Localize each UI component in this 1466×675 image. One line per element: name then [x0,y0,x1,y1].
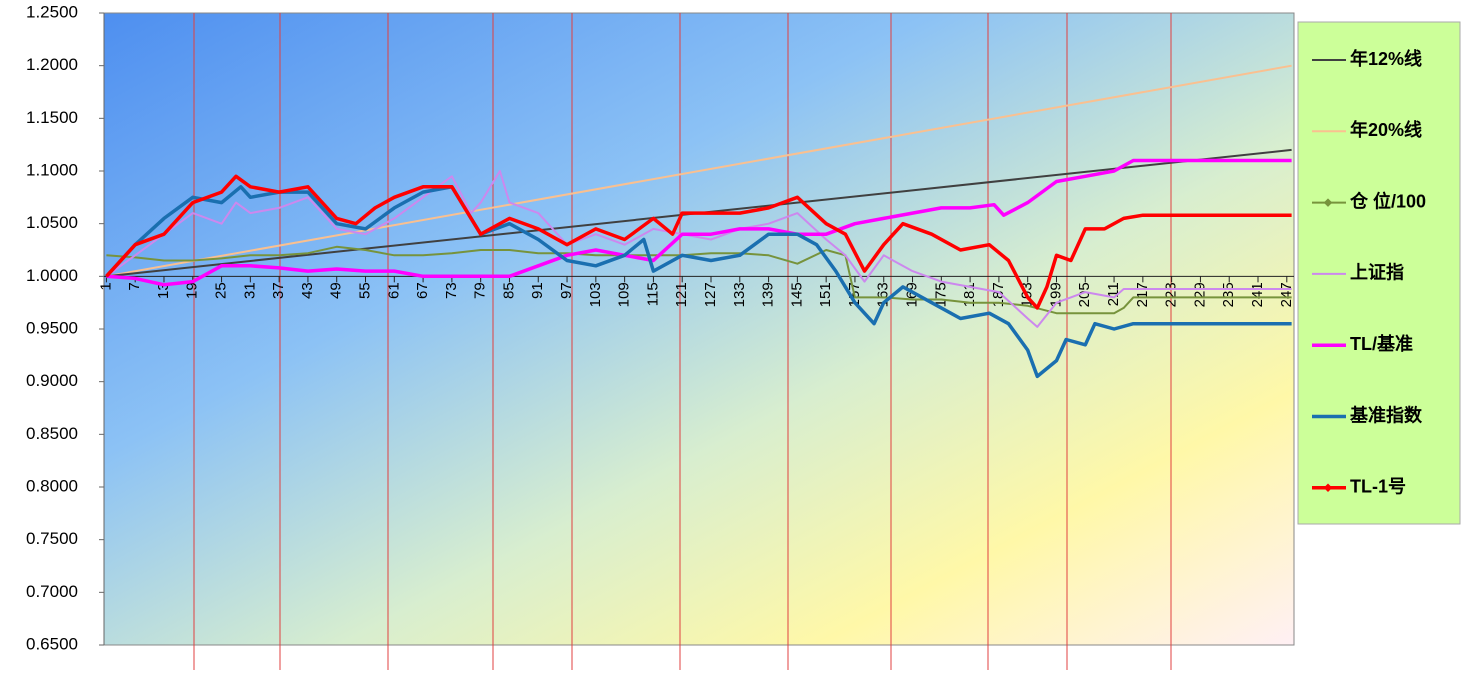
x-tick-label: 43 [299,282,316,299]
x-tick-label: 133 [731,282,748,307]
series-line [106,64,1292,278]
x-tick-label: 79 [472,282,489,299]
x-tick-label: 223 [1163,282,1180,307]
legend-label: TL-1号 [1350,477,1406,497]
legend-label: 年12%线 [1350,48,1422,69]
series-line [106,158,1292,287]
x-tick-label: 103 [587,282,604,307]
y-tick-label: 0.9000 [26,371,78,390]
x-tick-label: 73 [443,282,460,299]
x-tick-label: 121 [673,282,690,307]
x-tick-label: 127 [702,282,719,307]
x-tick-label: 247 [1278,282,1295,307]
series-line [105,174,1292,310]
y-tick-label: 0.8000 [26,476,78,495]
x-tick-label: 139 [760,282,777,307]
legend-marker [1323,483,1333,493]
x-tick-label: 7 [126,282,143,290]
x-tick-label: 181 [961,282,978,307]
x-tick-label: 97 [558,282,575,299]
x-tick-label: 109 [616,282,633,307]
series-line [105,170,1292,328]
y-tick-label: 1.1500 [26,108,78,127]
x-tick-label: 31 [241,282,258,299]
x-tick-label: 67 [414,282,431,299]
x-tick-label: 211 [1105,282,1122,306]
legend-label: 上证指 [1350,262,1404,283]
y-tick-label: 0.9500 [26,318,78,337]
x-tick-label: 151 [817,282,834,307]
x-tick-label: 205 [1076,282,1093,307]
x-tick-label: 91 [529,282,546,299]
x-tick-label: 61 [385,282,402,299]
x-tick-label: 55 [356,282,373,299]
y-tick-label: 0.8500 [26,424,78,443]
plot-area [103,12,1295,646]
x-tick-label: 241 [1249,282,1266,307]
x-tick-label: 175 [932,282,949,307]
y-tick-label: 1.2000 [26,55,78,74]
legend-label: 基准指数 [1349,404,1423,425]
y-tick-label: 0.7000 [26,582,78,601]
y-tick-label: 1.0000 [26,266,78,285]
x-tick-label: 187 [990,282,1007,307]
series-line [105,185,1292,379]
x-tick-label: 13 [155,282,172,299]
x-tick-label: 217 [1134,282,1151,307]
x-tick-label: 37 [270,282,287,299]
x-tick-label: 49 [328,282,345,299]
x-tick-label: 115 [644,282,661,306]
legend-label: 仓 位/100 [1349,190,1426,211]
y-tick-label: 1.0500 [26,213,78,232]
x-tick-label: 229 [1191,282,1208,307]
legend-label: 年20%线 [1350,119,1422,140]
x-tick-label: 1 [97,282,114,290]
x-tick-label: 145 [788,282,805,307]
y-tick-label: 1.2500 [26,2,78,21]
x-tick-label: 85 [500,282,517,299]
legend-label: TL/基准 [1350,333,1413,354]
y-tick-label: 0.6500 [26,634,78,653]
x-tick-label: 235 [1220,282,1237,307]
x-tick-label: 25 [213,282,230,299]
y-tick-label: 0.7500 [26,529,78,548]
y-tick-label: 1.1000 [26,160,78,179]
x-tick-label: 19 [184,282,201,299]
